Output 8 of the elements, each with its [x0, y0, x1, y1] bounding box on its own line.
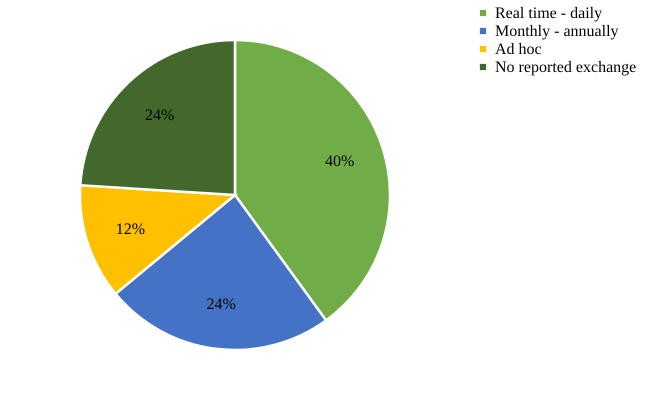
legend-label: Real time - daily: [495, 5, 602, 22]
legend-label: Monthly - annually: [495, 23, 619, 40]
data-label: 24%: [206, 296, 236, 314]
legend-label: Ad hoc: [495, 41, 542, 58]
data-label: 40%: [324, 153, 354, 170]
data-label: 12%: [116, 220, 146, 238]
data-label: 24%: [145, 106, 174, 124]
legend-label: No reported exchange: [495, 59, 636, 76]
